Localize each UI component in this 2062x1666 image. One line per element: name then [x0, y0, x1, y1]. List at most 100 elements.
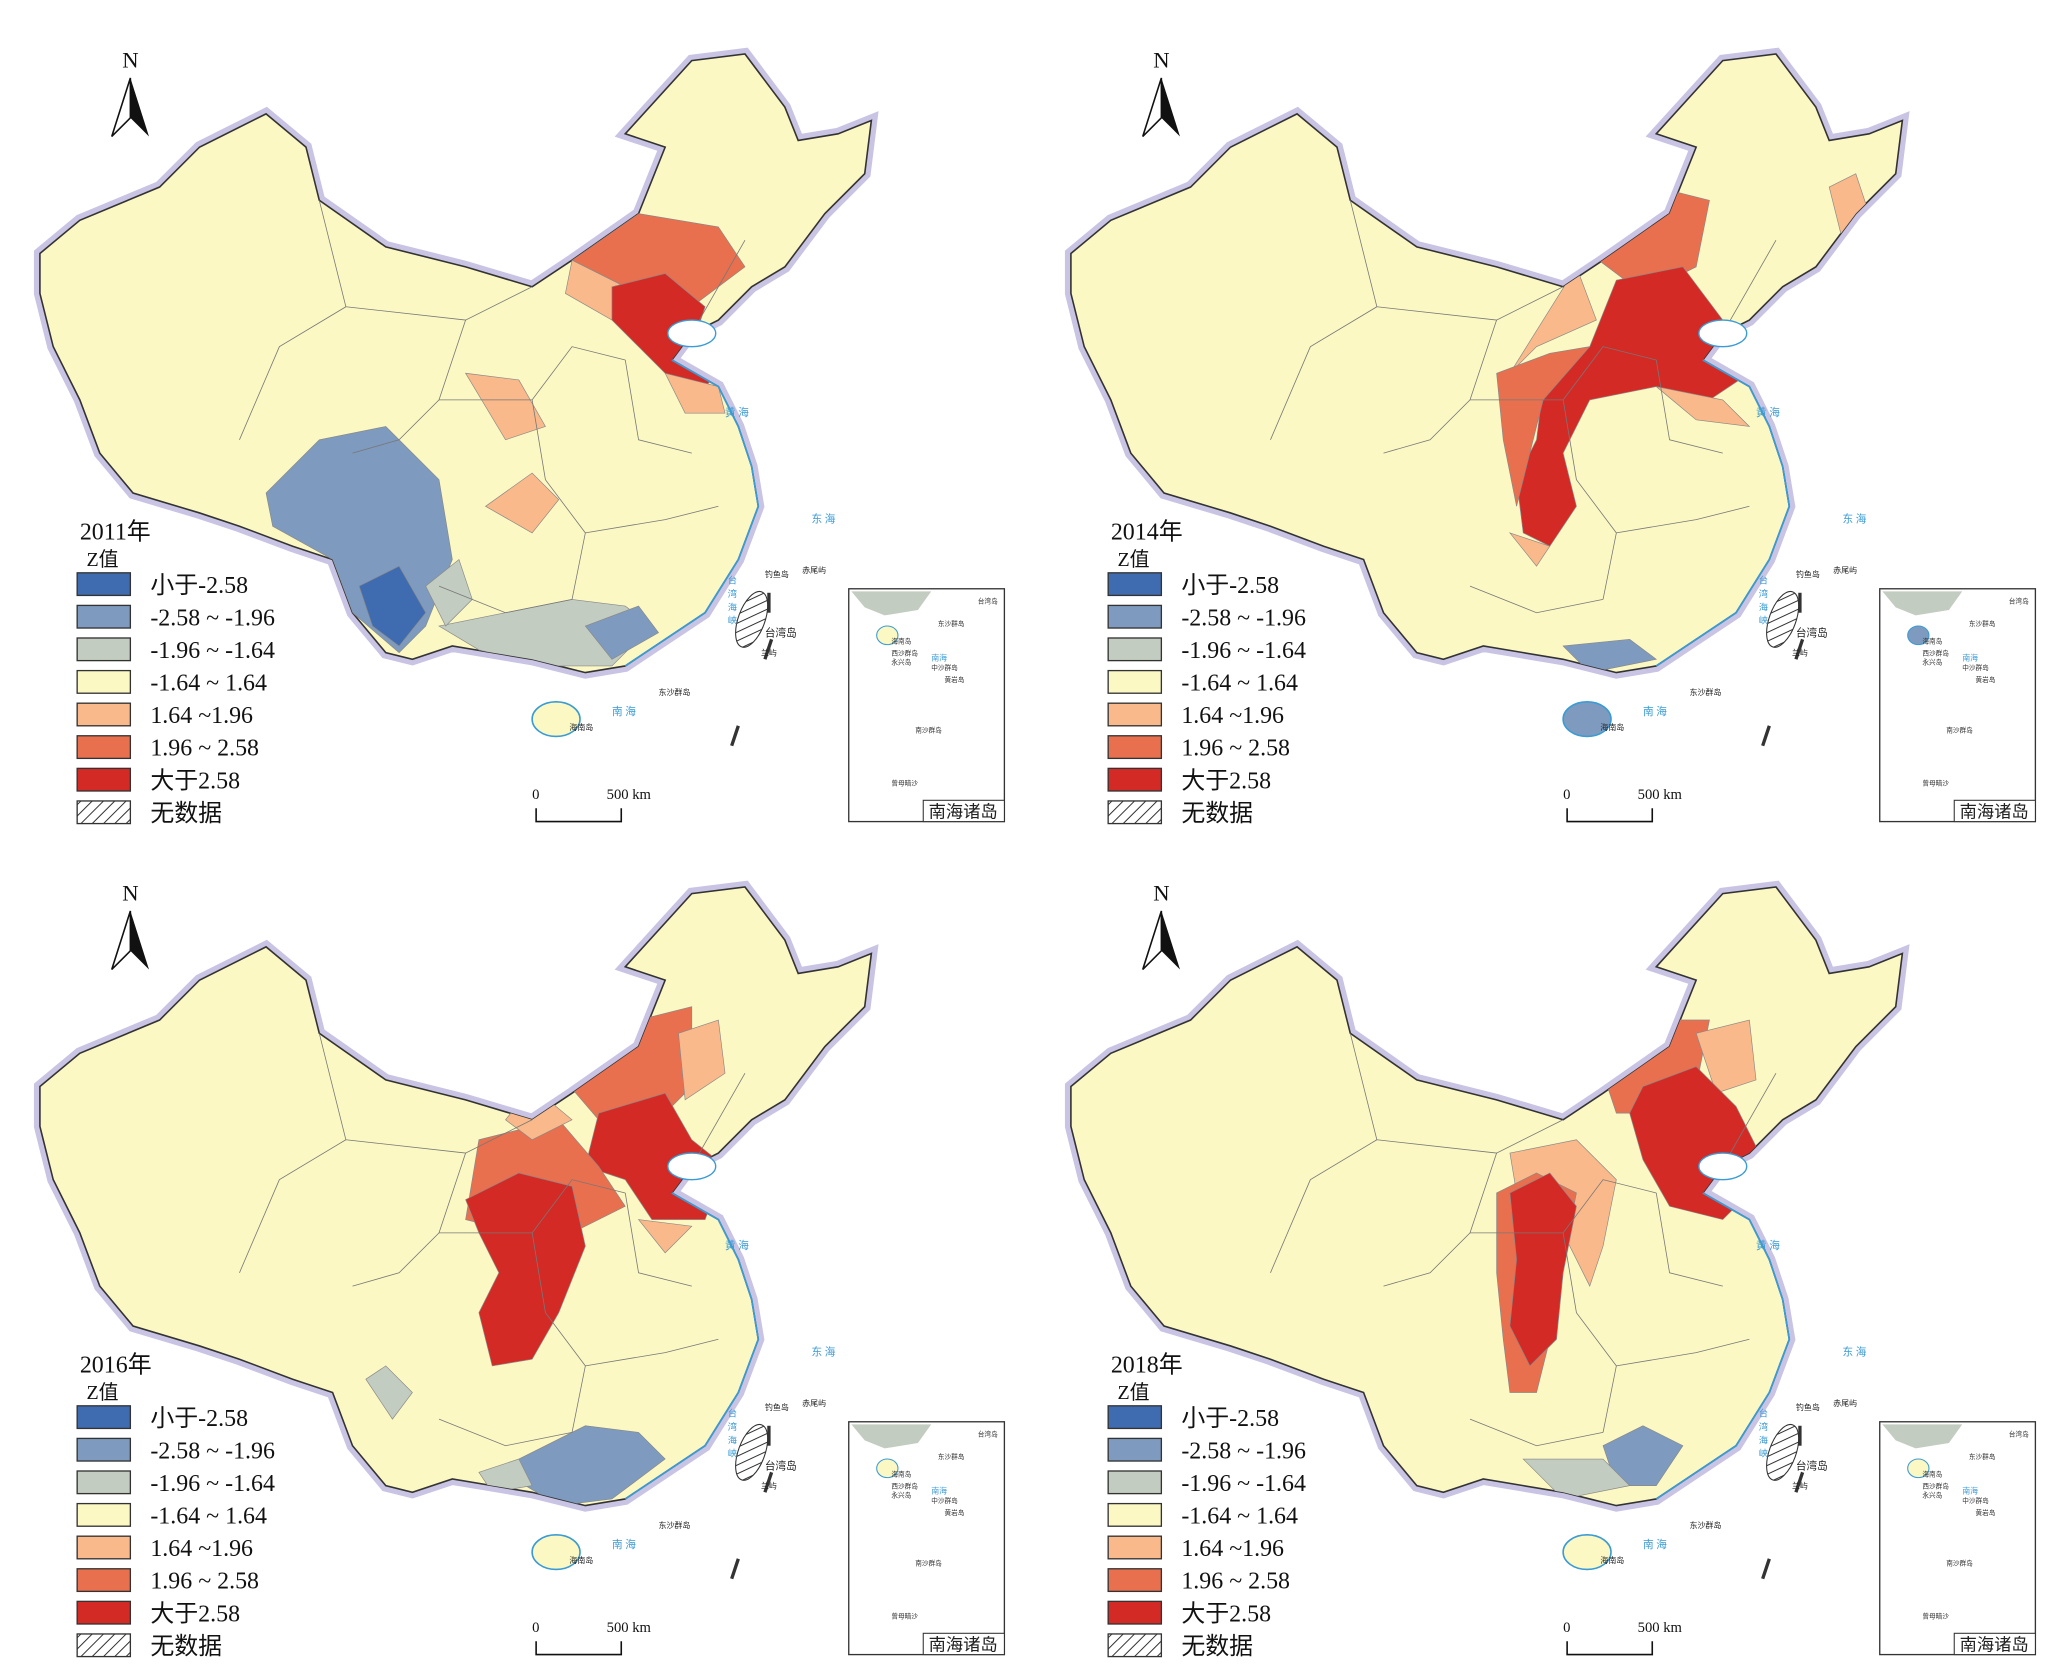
north-arrow-icon: N [1141, 47, 1180, 138]
inset-label: 台湾岛 [2009, 596, 2029, 605]
legend-item: -1.64 ~ 1.64 [1107, 1502, 1298, 1530]
legend-item: -1.64 ~ 1.64 [1107, 669, 1298, 697]
province-border [691, 240, 746, 334]
legend-label: 大于2.58 [150, 767, 240, 794]
legend-label: 大于2.58 [150, 1600, 240, 1627]
bohai-sea [1698, 1152, 1748, 1181]
province-border [1722, 240, 1777, 334]
bohai-sea [1698, 319, 1748, 348]
legend-swatch [1107, 604, 1163, 629]
label-east-sea: 东 海 [811, 512, 835, 525]
panel-year-title: 2014年 [1111, 519, 1183, 546]
north-label: N [1153, 880, 1169, 905]
panel-year-title: 2011年 [80, 519, 151, 546]
legend-item: 无数据 [1107, 1633, 1253, 1660]
province-border [1562, 399, 1617, 600]
legend-swatch [76, 1437, 132, 1462]
coastline [624, 1192, 760, 1500]
label-taiwan-strait: 台湾海峡 [1756, 575, 1768, 629]
legend-swatch [1107, 702, 1163, 727]
label-chiwei: 赤尾屿 [1833, 1399, 1857, 1408]
province-border [1383, 1152, 1497, 1287]
legend-label: -1.96 ~ -1.64 [1181, 1471, 1306, 1497]
legend-item: 小于-2.58 [76, 1405, 248, 1432]
scale-end: 500 km [607, 1620, 652, 1636]
inset-sea-label: 南海 [1962, 1486, 1978, 1496]
inset-label: 海南岛 [1922, 1469, 1942, 1478]
legend-label: -1.96 ~ -1.64 [150, 638, 275, 664]
scale-bar: 0 500 km [1563, 1620, 1683, 1656]
legend-swatch [76, 702, 132, 727]
legend-swatch [1107, 1405, 1163, 1430]
legend-swatch [1107, 767, 1163, 792]
province-region [1562, 638, 1658, 673]
scale-zero: 0 [532, 787, 539, 803]
scale-bar: 0 500 km [532, 787, 652, 823]
label-diaoyu: 钓鱼岛 [1796, 569, 1820, 579]
legend-item: 无数据 [76, 1633, 222, 1660]
province-border [1470, 346, 1657, 401]
label-chiwei: 赤尾屿 [802, 566, 826, 575]
label-taiwan-strait: 台湾海峡 [725, 575, 737, 629]
legend-swatch [1107, 1502, 1163, 1527]
province-region [1695, 1019, 1757, 1094]
label-south-sea: 南 海 [612, 1538, 636, 1551]
scale-end: 500 km [1638, 787, 1683, 803]
legend-item: -1.96 ~ -1.64 [76, 637, 275, 664]
panel-year-title: 2016年 [80, 1352, 152, 1379]
legend-label: 1.96 ~ 2.58 [150, 736, 259, 762]
label-south-sea: 南 海 [1643, 1538, 1667, 1551]
province-region [1508, 532, 1551, 567]
legend-swatch [1107, 1470, 1163, 1495]
z-value-regions [239, 200, 746, 667]
inset-sea-label: 南海 [1962, 653, 1978, 663]
legend-item: -1.96 ~ -1.64 [1107, 637, 1306, 664]
label-dongsha: 东沙群岛 [659, 1520, 691, 1530]
coastline [1655, 359, 1791, 667]
legend-item: 大于2.58 [76, 767, 240, 794]
inset-label: 南沙群岛 [915, 1558, 942, 1567]
legend-heading: Z值 [86, 1381, 118, 1404]
legend-label: -2.58 ~ -1.96 [1181, 605, 1306, 631]
inset-label: 永兴岛 [891, 1491, 911, 1500]
inset-label: 黄岩岛 [945, 675, 965, 684]
province-border [1616, 1338, 1750, 1367]
province-border [585, 1338, 719, 1367]
legend-swatch [1107, 1535, 1163, 1560]
inset-sea-label: 南海 [931, 653, 947, 663]
inset-label: 曾母暗沙 [891, 1612, 918, 1621]
north-label: N [1153, 47, 1169, 72]
legend-item: 无数据 [1107, 800, 1253, 827]
legend-label: 小于-2.58 [150, 572, 248, 599]
province-region [1496, 346, 1591, 507]
map-panel-2011: 黄 海东 海南 海台湾海峡 台湾岛 钓鱼岛 赤尾屿 兰屿 东沙群岛 海南岛 N 0 500 km 台… [0, 0, 1031, 833]
legend-swatch [1107, 1568, 1163, 1593]
inset-label: 永兴岛 [891, 658, 911, 667]
label-east-sea: 东 海 [1842, 512, 1866, 525]
province-border [352, 319, 466, 454]
inset-label: 海南岛 [891, 636, 911, 645]
hainan-island [1562, 1534, 1612, 1571]
legend-item: 1.64 ~1.96 [1107, 1535, 1284, 1562]
inset-label: 中沙群岛 [1962, 663, 1989, 672]
legend-label: 1.64 ~1.96 [1181, 1536, 1284, 1562]
legend-label: 小于-2.58 [1181, 572, 1279, 599]
label-taiwan: 台湾岛 [765, 627, 797, 640]
province-border [1655, 359, 1723, 454]
label-yellow-sea: 黄 海 [1756, 1239, 1780, 1252]
legend-item: 1.96 ~ 2.58 [1107, 735, 1290, 762]
label-lanyu: 兰屿 [761, 1480, 777, 1490]
label-hainan: 海南岛 [569, 722, 593, 732]
boundary-dash [730, 1558, 740, 1580]
map-panel-2016: 黄 海东 海南 海台湾海峡 台湾岛 钓鱼岛 赤尾屿 兰屿 东沙群岛 海南岛 N 0 500 km 台… [0, 833, 1031, 1666]
legend-label: 1.64 ~1.96 [150, 1536, 253, 1562]
province-border [1562, 1232, 1617, 1433]
label-lanyu: 兰屿 [761, 647, 777, 657]
inset-label: 西沙群岛 [1922, 648, 1949, 657]
scale-end: 500 km [607, 787, 652, 803]
legend-item: 大于2.58 [1107, 1600, 1271, 1627]
inset-label: 南沙群岛 [1946, 1558, 1973, 1567]
scale-end: 500 km [1638, 1620, 1683, 1636]
